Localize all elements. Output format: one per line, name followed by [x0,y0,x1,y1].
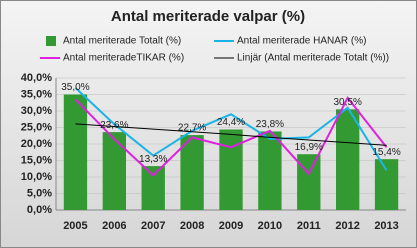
x-tick-label: 2007 [141,220,165,232]
legend-label: Antal meriterade Totalt (%) [63,36,181,47]
bar [258,131,282,210]
data-label: 15,4% [372,147,400,158]
bar [336,109,360,210]
y-tick-label: 0,0% [27,204,52,216]
y-tick-label: 25,0% [21,121,52,133]
data-label: 13,3% [139,154,167,165]
bar [180,135,204,210]
y-tick-label: 30,0% [21,105,52,117]
line [75,123,387,146]
line [74,95,388,177]
data-label: 23,6% [100,120,128,131]
legend-label: Antal meriteradeTIKAR (%) [63,53,184,64]
y-tick-label: 40,0% [21,72,52,84]
line [74,87,388,171]
x-tick-label: 2008 [180,220,204,232]
data-label: 24,4% [217,117,245,128]
bar [63,94,88,210]
y-tick-label: 5,0% [27,187,52,199]
bar [219,129,243,210]
bar [297,154,321,210]
x-tick-label: 2009 [219,220,243,232]
legend-swatch [46,36,56,46]
bar [102,132,126,210]
data-label: 22,7% [178,123,206,134]
x-tick-label: 2010 [258,220,282,232]
y-tick-label: 35,0% [21,88,52,100]
data-label: 30,5% [333,97,361,108]
legend-label: Antal meriterade HANAR (%) [237,36,366,47]
y-tick-label: 15,0% [21,154,52,166]
data-label: 35,0% [61,82,89,93]
x-tick-label: 2013 [374,220,398,232]
x-tick-label: 2012 [335,220,359,232]
x-tick-label: 2006 [102,220,126,232]
bar [141,166,165,210]
x-tick-label: 2011 [297,220,321,232]
y-tick-label: 20,0% [21,138,52,150]
y-tick-label: 10,0% [21,171,52,183]
data-label: 16,9% [295,142,323,153]
legend-label: Linjär (Antal meriterade Totalt (%)) [237,53,389,64]
chart-title: Antal meriterade valpar (%) [111,8,305,25]
bar [374,159,399,210]
x-tick-label: 2005 [63,220,87,232]
data-label: 23,8% [256,119,284,130]
